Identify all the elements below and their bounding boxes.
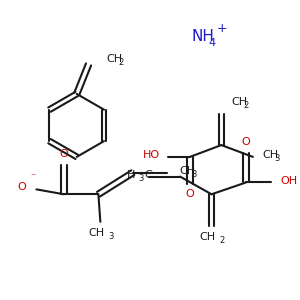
Text: HO: HO: [143, 150, 161, 160]
Text: 2: 2: [219, 236, 225, 245]
Text: O: O: [60, 149, 68, 159]
Text: CH: CH: [263, 150, 279, 160]
Text: H: H: [126, 169, 135, 180]
Text: C: C: [145, 169, 152, 180]
Text: O: O: [185, 189, 194, 199]
Text: 3: 3: [274, 154, 280, 164]
Text: NH: NH: [192, 29, 215, 44]
Text: CH: CH: [106, 55, 122, 64]
Text: 3: 3: [139, 174, 144, 183]
Text: CH: CH: [231, 97, 247, 107]
Text: 3: 3: [191, 170, 196, 179]
Text: +: +: [217, 22, 227, 35]
Text: O: O: [242, 137, 250, 147]
Text: 2: 2: [118, 58, 123, 67]
Text: 2: 2: [243, 101, 248, 110]
Text: OH: OH: [280, 176, 298, 185]
Text: O: O: [18, 182, 27, 192]
Text: CH: CH: [179, 166, 195, 176]
Text: 3: 3: [108, 232, 114, 241]
Text: CH: CH: [200, 232, 216, 242]
Text: ⁻: ⁻: [31, 172, 36, 182]
Text: CH: CH: [88, 228, 104, 238]
Text: 4: 4: [208, 38, 216, 48]
